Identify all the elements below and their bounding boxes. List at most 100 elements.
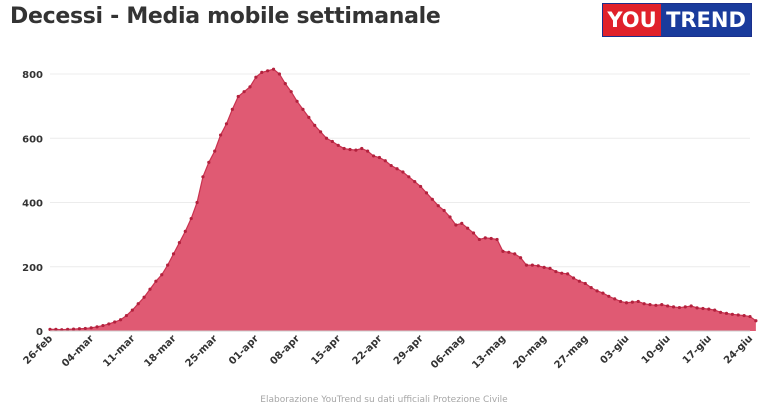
- data-point: [342, 146, 346, 151]
- data-point: [560, 271, 564, 275]
- data-point: [671, 305, 676, 309]
- y-tick-label: 800: [22, 70, 43, 81]
- data-point: [724, 311, 729, 315]
- data-point: [713, 308, 717, 312]
- data-point: [195, 200, 199, 205]
- data-point: [283, 82, 287, 86]
- chart-title: Decessi - Media mobile settimanale: [10, 4, 441, 29]
- data-point: [260, 70, 264, 74]
- data-point: [701, 306, 705, 311]
- data-points: [48, 67, 758, 332]
- data-point: [689, 304, 693, 308]
- data-point: [454, 223, 458, 227]
- data-point: [107, 322, 111, 326]
- data-point: [524, 263, 529, 267]
- x-tick-label: 20-mag: [511, 333, 549, 371]
- deaths-area: [50, 69, 756, 332]
- x-tick-label: 03-giu: [599, 333, 632, 366]
- data-point: [513, 252, 517, 256]
- x-tick-label: 24-giu: [722, 333, 755, 366]
- data-point: [554, 269, 558, 274]
- data-point: [324, 136, 329, 140]
- data-point: [718, 310, 723, 314]
- data-point: [566, 272, 570, 276]
- data-point: [707, 307, 711, 311]
- data-point: [66, 327, 70, 331]
- x-tick-label: 29-apr: [392, 333, 426, 367]
- data-point: [583, 281, 587, 286]
- data-point: [683, 305, 687, 309]
- data-point: [466, 226, 470, 230]
- x-tick-label: 22-apr: [351, 333, 385, 367]
- data-point: [448, 215, 452, 219]
- data-point: [207, 160, 211, 164]
- x-tick-label: 13-mag: [470, 333, 508, 371]
- data-point: [618, 299, 623, 304]
- data-point: [230, 107, 234, 111]
- x-tick-label: 18-mar: [142, 333, 178, 369]
- data-point: [418, 184, 423, 189]
- data-point: [130, 308, 134, 312]
- data-point: [377, 155, 382, 160]
- x-tick-label: 08-apr: [268, 333, 302, 367]
- data-point: [71, 327, 76, 331]
- data-point: [201, 175, 205, 179]
- data-point: [166, 263, 170, 267]
- data-point: [536, 264, 540, 268]
- data-point: [313, 123, 317, 127]
- data-point: [483, 236, 487, 240]
- data-point: [407, 175, 411, 179]
- data-point: [248, 85, 252, 89]
- y-axis-ticks: 0 200 400 600 800: [22, 70, 43, 338]
- data-point: [118, 318, 123, 322]
- data-point: [395, 167, 399, 171]
- data-point: [630, 300, 634, 304]
- data-point: [383, 159, 387, 163]
- data-point: [301, 107, 305, 111]
- x-tick-label: 17-giu: [681, 333, 714, 366]
- x-tick-label: 06-mag: [429, 333, 467, 371]
- data-point: [754, 319, 758, 323]
- data-point: [666, 304, 670, 308]
- data-point: [136, 302, 140, 306]
- data-point: [289, 90, 293, 94]
- data-point: [348, 147, 352, 152]
- data-point: [660, 303, 664, 307]
- data-point: [89, 326, 93, 330]
- data-point: [101, 323, 105, 328]
- data-point: [548, 266, 552, 270]
- data-point: [318, 130, 323, 134]
- x-tick-label: 26-feb: [22, 333, 55, 366]
- logo-trend: TREND: [661, 4, 751, 36]
- data-point: [148, 287, 152, 291]
- x-tick-label: 15-apr: [309, 333, 343, 367]
- data-point: [460, 221, 464, 225]
- data-point: [413, 180, 417, 184]
- data-point: [501, 249, 505, 253]
- data-point: [624, 301, 629, 305]
- youtrend-logo: YOU TREND: [602, 3, 752, 37]
- data-point: [171, 252, 176, 256]
- data-point: [266, 69, 270, 73]
- data-point: [677, 305, 682, 310]
- data-point: [695, 306, 699, 310]
- data-point: [160, 273, 164, 277]
- x-axis-ticks: 26-feb 04-mar 11-mar 18-mar 25-mar 01-apr 08-a…: [22, 333, 755, 371]
- data-point: [218, 133, 223, 137]
- x-tick-label: 27-mag: [553, 333, 591, 371]
- y-tick-label: 600: [22, 134, 43, 145]
- data-point: [607, 294, 611, 298]
- data-point: [471, 231, 476, 235]
- logo-you: YOU: [603, 4, 661, 36]
- y-tick-label: 200: [22, 263, 43, 274]
- data-point: [742, 313, 746, 318]
- data-point: [224, 122, 229, 126]
- data-point: [95, 325, 99, 329]
- data-point: [577, 279, 582, 283]
- data-point: [295, 99, 299, 103]
- data-point: [736, 313, 740, 317]
- data-point: [442, 208, 446, 213]
- data-point: [254, 75, 258, 79]
- data-point: [518, 256, 523, 260]
